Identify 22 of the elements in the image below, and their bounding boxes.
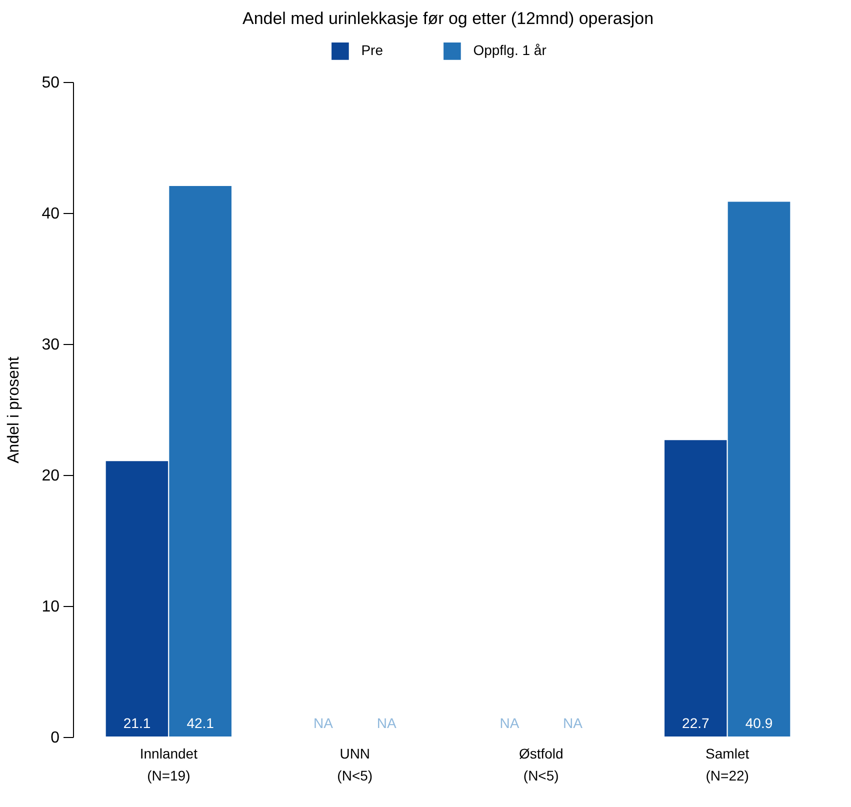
x-tick-label: Innlandet (N=19) [140, 746, 198, 784]
text: NA [500, 715, 520, 731]
text: NA [314, 715, 333, 731]
x-tick-label: Samlet (N=22) [706, 746, 750, 784]
x-tick-label: UNN (N<5) [337, 746, 373, 784]
legend-label: Oppflg. 1 år [473, 42, 547, 58]
text: NA [563, 715, 582, 731]
y-tick-label: 0 [50, 730, 60, 746]
data-label: 40.9 [745, 715, 773, 731]
y-tick-label: 40 [42, 206, 60, 222]
y-tick-label: 20 [42, 468, 60, 484]
text: NA [376, 715, 396, 731]
y-axis-title: Andel i prosent [6, 356, 23, 464]
legend-label: Pre [361, 42, 384, 58]
y-tick-label: 50 [42, 74, 60, 92]
y-tick-label: 10 [42, 598, 60, 616]
y-tick-label: 30 [42, 336, 60, 354]
data-label: 22.7 [682, 715, 710, 731]
data-label: 21.1 [123, 715, 151, 731]
data-label: 42.1 [186, 715, 214, 731]
chart-title: Andel med urinlekkasje før og etter (12mnd) operasjon [242, 9, 654, 28]
x-tick-label: Østfold (N<5) [518, 746, 564, 784]
